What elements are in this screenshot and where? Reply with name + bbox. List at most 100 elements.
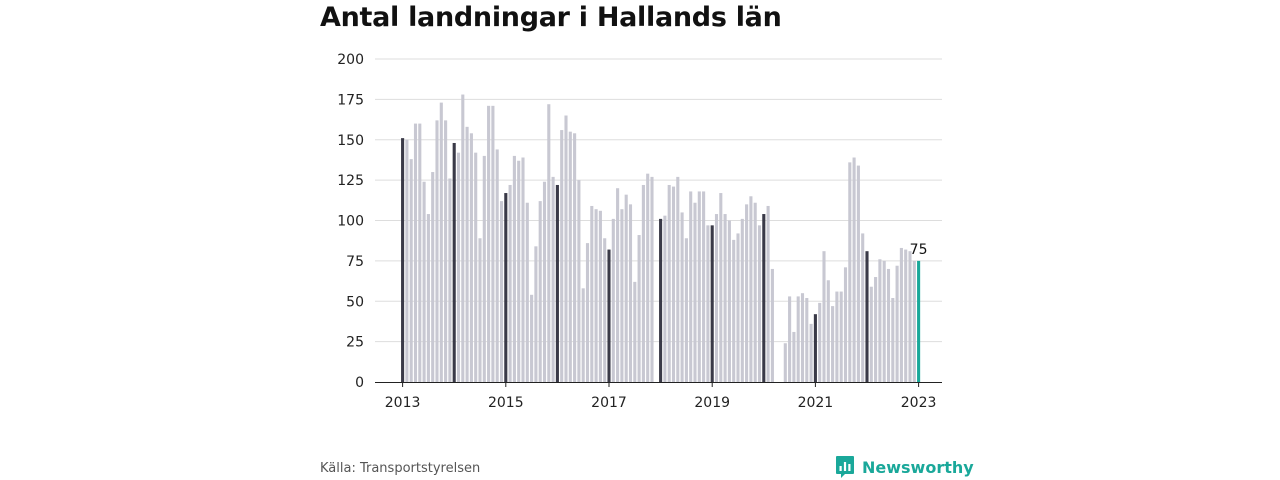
bar xyxy=(710,225,714,382)
bar xyxy=(521,157,525,382)
bar xyxy=(499,201,504,382)
y-tick-label: 0 xyxy=(355,375,364,391)
grid-lines xyxy=(375,58,942,343)
bar xyxy=(478,238,482,382)
x-tick-label: 2013 xyxy=(385,395,421,411)
bar xyxy=(439,102,443,382)
bar xyxy=(663,215,667,382)
bar xyxy=(697,191,701,382)
bar xyxy=(667,184,671,382)
bar xyxy=(525,202,529,382)
x-tick-label: 2019 xyxy=(694,395,730,411)
bar xyxy=(418,123,422,382)
bar xyxy=(874,277,878,382)
bar xyxy=(650,176,654,382)
bar xyxy=(684,238,688,382)
bar xyxy=(732,239,736,382)
bar xyxy=(702,191,706,382)
bar xyxy=(581,288,585,382)
bar xyxy=(753,202,757,382)
bar xyxy=(598,210,602,382)
bar xyxy=(512,155,516,382)
y-tick-label: 175 xyxy=(337,92,364,108)
bar xyxy=(628,204,633,382)
x-tick-label: 2023 xyxy=(901,395,937,411)
bar xyxy=(714,214,719,382)
bar xyxy=(401,138,405,382)
bar xyxy=(740,218,744,382)
bar xyxy=(560,130,564,382)
bar xyxy=(788,296,792,382)
bar xyxy=(822,251,826,382)
bar xyxy=(504,193,508,382)
bar xyxy=(680,212,684,382)
bar xyxy=(542,181,547,382)
bar xyxy=(409,159,413,382)
brand-name: Newsworthy xyxy=(862,457,974,477)
bar xyxy=(603,238,607,382)
bar xyxy=(659,218,663,382)
bar xyxy=(861,233,865,382)
data-labels: 75 xyxy=(910,242,928,258)
bar xyxy=(796,296,800,382)
bar xyxy=(590,205,594,382)
newsworthy-logo-icon xyxy=(836,456,854,478)
bar xyxy=(534,246,538,382)
bar xyxy=(671,186,676,382)
bar xyxy=(895,265,899,382)
bar xyxy=(465,126,469,382)
bars xyxy=(401,94,921,383)
bar xyxy=(405,139,409,382)
bar xyxy=(538,201,542,382)
bar xyxy=(852,157,856,382)
bar xyxy=(749,196,753,382)
bar xyxy=(413,123,418,382)
bar xyxy=(917,260,921,382)
bar xyxy=(555,184,559,382)
y-tick-label: 100 xyxy=(337,214,364,230)
bar xyxy=(727,220,731,382)
bar xyxy=(611,218,615,382)
bar xyxy=(487,105,491,383)
y-tick-label: 200 xyxy=(337,52,364,68)
bar xyxy=(577,180,581,382)
bar xyxy=(508,184,512,382)
x-axis-ticks: 2013 2015 2017 2019 2021 2023 xyxy=(385,382,937,411)
bar xyxy=(469,133,473,382)
bar xyxy=(826,280,830,382)
bar xyxy=(865,251,869,382)
bar xyxy=(736,233,740,382)
bar xyxy=(835,291,839,382)
bar xyxy=(766,205,770,382)
y-tick-label: 25 xyxy=(346,335,364,351)
bar xyxy=(831,306,835,382)
bar xyxy=(745,204,749,382)
bar xyxy=(770,268,774,382)
bar xyxy=(461,94,465,382)
bar xyxy=(706,225,710,382)
x-tick-label: 2021 xyxy=(798,395,834,411)
bar xyxy=(693,202,697,382)
bar xyxy=(878,259,882,382)
source-note: Källa: Transportstyrelsen xyxy=(320,461,481,476)
bar xyxy=(809,323,813,382)
bar xyxy=(805,298,809,382)
bar xyxy=(899,247,903,382)
bar xyxy=(530,294,534,382)
bar xyxy=(908,251,912,382)
bar xyxy=(607,249,611,382)
bar xyxy=(620,209,624,382)
bar xyxy=(783,343,787,382)
bar xyxy=(757,225,762,382)
bar xyxy=(551,176,555,382)
bar xyxy=(869,286,873,382)
bar xyxy=(904,249,908,382)
bar xyxy=(800,293,805,382)
bar xyxy=(448,178,452,382)
x-tick-label: 2015 xyxy=(488,395,524,411)
bar xyxy=(723,214,727,382)
bar xyxy=(426,214,430,382)
brand[interactable]: Newsworthy xyxy=(835,455,974,479)
bar xyxy=(456,152,461,382)
